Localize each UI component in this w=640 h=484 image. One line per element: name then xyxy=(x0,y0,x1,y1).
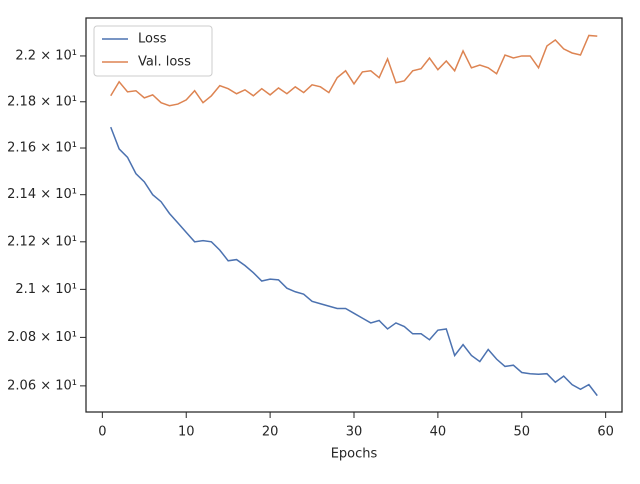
x-tick-label: 30 xyxy=(346,425,363,440)
legend-label: Val. loss xyxy=(138,55,191,70)
x-tick-label: 20 xyxy=(262,425,279,440)
line-series xyxy=(110,34,598,107)
y-tick-label: 2.06 × 10¹ xyxy=(7,378,77,393)
x-tick-label: 10 xyxy=(178,425,195,440)
plot-frame xyxy=(85,17,623,413)
x-axis-label: Epochs xyxy=(331,447,378,462)
y-tick-label: 2.18 × 10¹ xyxy=(7,94,77,109)
y-tick-label: 2.08 × 10¹ xyxy=(7,330,77,345)
x-tick-label: 60 xyxy=(597,425,614,440)
y-tick-label: 2.2 × 10¹ xyxy=(15,48,77,63)
x-tick-label: 40 xyxy=(430,425,447,440)
y-tick-label: 2.1 × 10¹ xyxy=(15,282,77,297)
legend: Loss Val. loss xyxy=(93,25,213,77)
y-tick-label: 2.14 × 10¹ xyxy=(7,187,77,202)
x-tick-label: 50 xyxy=(513,425,530,440)
y-tick-label: 2.12 × 10¹ xyxy=(7,234,77,249)
y-tick-label: 2.16 × 10¹ xyxy=(7,141,77,156)
legend-label: Loss xyxy=(138,32,167,47)
line-series xyxy=(110,126,598,397)
x-tick-label: 0 xyxy=(98,425,106,440)
